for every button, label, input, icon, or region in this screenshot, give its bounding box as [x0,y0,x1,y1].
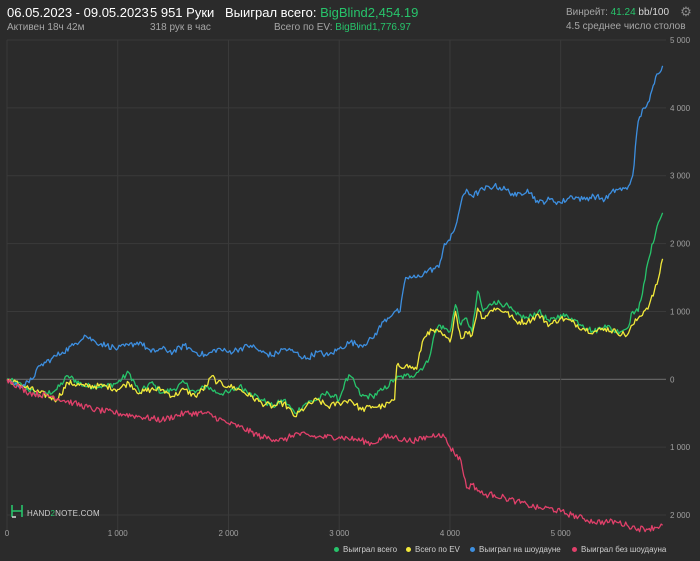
logo-prefix: HAND [27,509,51,518]
series-line [6,258,664,418]
hands-count: 5 951 Руки [150,5,215,20]
y-tick-label: 4 000 [670,104,691,113]
y-tick-label: 5 000 [670,36,691,45]
gear-icon[interactable]: ⚙ [680,4,692,19]
legend-item[interactable]: Всего по EV [406,545,460,554]
hands-per-hour: 318 рук в час [150,22,211,33]
legend-item[interactable]: Выиграл на шоудауне [470,545,561,554]
winrate-label: Винрейт: [566,7,611,18]
legend-label: Всего по EV [415,545,460,554]
legend-label: Выиграл всего [343,545,398,554]
series-line [6,378,664,533]
total-won-label: Выиграл всего: [225,5,321,20]
legend-dot-icon [470,547,475,553]
logo-suffix: NOTE.COM [55,509,100,518]
total-ev: Всего по EV: BigBlind1,776.97 [274,22,411,33]
total-ev-value: BigBlind1,776.97 [335,22,411,33]
x-tick-label: 4 000 [440,529,461,538]
legend-label: Выиграл на шоудауне [479,545,561,554]
legend-item[interactable]: Выиграл всего [334,545,397,554]
series-line [6,65,664,389]
y-tick-label: 2 000 [670,240,691,249]
winrate: Винрейт: 41.24 bb/100 [566,7,669,18]
series-line [6,212,664,415]
avg-tables: 4.5 среднее число столов [566,21,686,32]
x-tick-label: 2 000 [218,529,239,538]
total-won-value: BigBlind2,454.19 [320,5,419,20]
hand2note-logo: HAND2NOTE.COM [27,509,100,518]
x-tick-label: 1 000 [108,529,129,538]
stats-header: 06.05.2023 - 09.05.2023 Активен 18ч 42м … [0,0,700,40]
hand2note-logo-icon [11,505,23,518]
total-won: Выиграл всего: BigBlind2,454.19 [225,5,418,20]
legend-label: Выиграл без шоудауна [581,545,667,554]
x-tick-label: 0 [5,529,10,538]
x-axis: 0 1 000 2 000 3 000 4 000 5 000 [5,529,571,538]
winrate-unit: bb/100 [635,7,670,18]
total-ev-label: Всего по EV: [274,22,336,33]
y-tick-label: 0 [670,375,675,384]
winrate-value: 41.24 [610,7,636,18]
legend-dot-icon [406,547,411,553]
legend-item[interactable]: Выиграл без шоудауна [572,545,666,554]
y-axis: 5 000 4 000 3 000 2 000 1 000 0 1 000 2 000 [670,36,691,520]
active-time: Активен 18ч 42м [7,22,85,33]
y-tick-label: 2 000 [670,511,691,520]
logo-two: 2 [50,509,56,518]
x-tick-label: 5 000 [551,529,572,538]
date-range[interactable]: 06.05.2023 - 09.05.2023 [7,5,149,20]
y-tick-label: 1 000 [670,307,691,316]
y-tick-label: 3 000 [670,172,691,181]
legend-dot-icon [572,547,577,553]
y-tick-label: 1 000 [670,443,691,452]
series [6,65,664,533]
x-tick-label: 3 000 [329,529,350,538]
grid [6,39,666,532]
legend-dot-icon [334,547,339,553]
